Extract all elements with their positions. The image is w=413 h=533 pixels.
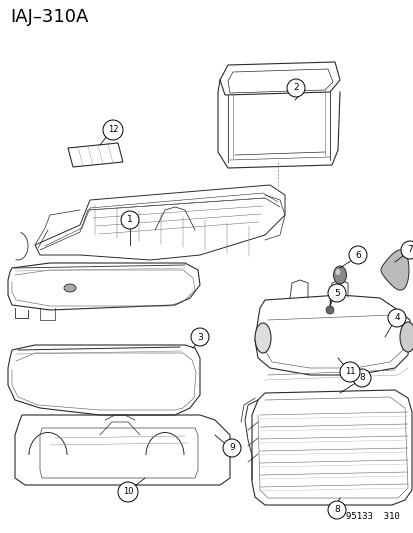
- Text: 1: 1: [127, 215, 133, 224]
- Text: 4: 4: [393, 313, 399, 322]
- Text: 8: 8: [358, 374, 364, 383]
- Circle shape: [325, 306, 333, 314]
- Circle shape: [339, 362, 359, 382]
- Circle shape: [286, 79, 304, 97]
- Circle shape: [121, 211, 139, 229]
- Ellipse shape: [64, 284, 76, 292]
- Circle shape: [118, 482, 138, 502]
- Circle shape: [327, 284, 345, 302]
- Circle shape: [223, 439, 240, 457]
- Circle shape: [327, 501, 345, 519]
- Text: 2: 2: [292, 84, 298, 93]
- Text: IAJ–310A: IAJ–310A: [10, 8, 88, 26]
- Text: 11: 11: [344, 367, 354, 376]
- Circle shape: [190, 328, 209, 346]
- Ellipse shape: [254, 323, 271, 353]
- Circle shape: [103, 120, 123, 140]
- Polygon shape: [380, 250, 408, 290]
- Text: 6: 6: [354, 251, 360, 260]
- Text: 8: 8: [333, 505, 339, 514]
- Text: 95133  310: 95133 310: [345, 512, 399, 521]
- Circle shape: [400, 241, 413, 259]
- Ellipse shape: [399, 322, 413, 352]
- Circle shape: [348, 246, 366, 264]
- Text: 5: 5: [333, 288, 339, 297]
- Text: 7: 7: [406, 246, 412, 254]
- Circle shape: [387, 309, 405, 327]
- Text: 9: 9: [228, 443, 234, 453]
- Ellipse shape: [333, 266, 346, 284]
- Ellipse shape: [335, 269, 339, 275]
- Text: 12: 12: [107, 125, 118, 134]
- Text: 10: 10: [122, 488, 133, 497]
- Text: 3: 3: [197, 333, 202, 342]
- Circle shape: [352, 369, 370, 387]
